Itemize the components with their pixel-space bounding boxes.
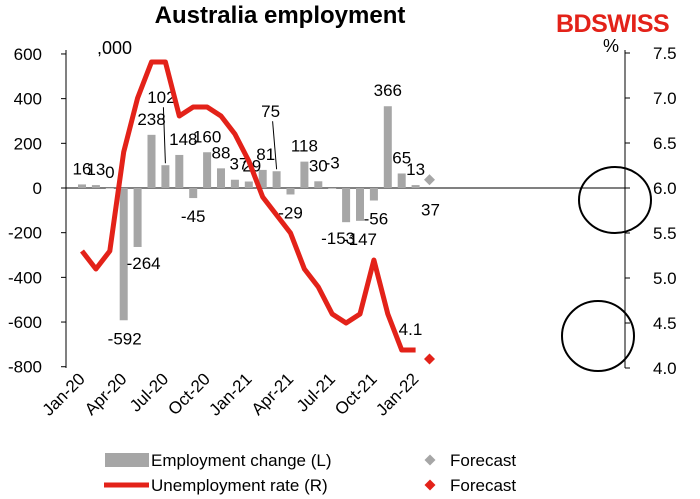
right-axis-tick-label: 4.5: [653, 314, 677, 333]
left-axis-tick-label: 200: [14, 134, 42, 153]
right-axis-unit: %: [603, 36, 620, 56]
legend-swatch-forecast-bar: [424, 454, 436, 466]
x-axis-tick-label: Apr-20: [81, 369, 131, 419]
label-leader-line: [162, 107, 166, 164]
left-axis-tick-label: -600: [8, 313, 42, 332]
employment-bar: [258, 169, 267, 188]
legend-swatch-employment: [105, 453, 149, 467]
right-axis-tick-label: 4.0: [653, 359, 677, 378]
employment-bar: [328, 188, 337, 189]
bar-data-label: -29: [278, 203, 303, 222]
bar-data-label: 16: [73, 159, 92, 178]
bar-data-label: -56: [364, 210, 389, 229]
x-axis-tick-label: Jan-21: [205, 369, 255, 419]
bar-data-label: 13: [86, 160, 105, 179]
bar-data-label: 0: [105, 163, 114, 182]
employment-bar: [342, 188, 351, 223]
employment-bar: [244, 181, 253, 188]
bar-data-label: 148: [169, 130, 197, 149]
x-axis-tick-label: Jul-20: [126, 369, 172, 415]
brand-logo: BDSWISS: [556, 10, 670, 38]
left-axis-tick-label: -800: [8, 358, 42, 377]
legend-label-forecast: Forecast: [450, 476, 516, 495]
employment-bar: [383, 106, 392, 188]
bar-data-label: 160: [193, 127, 221, 146]
employment-bar: [397, 173, 406, 188]
bar-data-label: 75: [261, 102, 280, 121]
employment-bar: [147, 134, 156, 188]
employment-bar: [161, 165, 170, 188]
employment-bar: [411, 185, 420, 188]
right-axis-tick-label: 5.5: [653, 224, 677, 243]
employment-bar: [203, 152, 212, 188]
right-axis-tick-label: 5.0: [653, 269, 677, 288]
bar-data-label: 102: [147, 88, 175, 107]
employment-bar: [175, 154, 184, 188]
left-axis-tick-label: 0: [33, 179, 42, 198]
left-axis-tick-label: -200: [8, 224, 42, 243]
legend-label-unemployment: Unemployment rate (R): [151, 476, 328, 495]
left-axis-tick-label: 400: [14, 90, 42, 109]
bar-data-label: 37: [229, 155, 248, 174]
employment-bar: [369, 188, 378, 201]
bar-data-label: 81: [256, 145, 275, 164]
employment-bar: [133, 188, 142, 247]
x-axis-tick-label: Oct-20: [164, 369, 214, 419]
x-axis-tick-label: Jan-20: [39, 369, 89, 419]
employment-bar: [272, 171, 281, 188]
forecast-unemployment-marker: [424, 353, 435, 365]
legend-label-forecast: Forecast: [450, 451, 516, 470]
right-axis-tick-label: 6.0: [653, 179, 677, 198]
employment-bar: [217, 168, 225, 188]
employment-bar: [314, 181, 323, 188]
bar-data-label: -3: [325, 154, 340, 173]
bar-data-label: -153: [321, 229, 355, 248]
employment-bar: [105, 188, 114, 189]
forecast-highlight-ellipse: [578, 166, 652, 234]
forecast-employment-label: 37: [421, 201, 440, 220]
employment-bar: [91, 185, 100, 188]
bar-data-label: -264: [127, 254, 161, 273]
right-axis-tick-label: 7.0: [653, 89, 677, 108]
label-leader-line: [272, 121, 278, 170]
forecast-highlight-ellipse: [561, 300, 635, 372]
left-axis-tick-label: -400: [8, 268, 42, 287]
bar-data-label: 65: [392, 148, 411, 167]
bar-data-label: -592: [108, 329, 142, 348]
chart-title: Australia employment: [154, 2, 406, 29]
bar-data-label: 238: [137, 110, 165, 129]
legend-label-employment: Employment change (L): [151, 451, 331, 470]
x-axis-tick-label: Jan-22: [372, 369, 422, 419]
x-axis-tick-label: Oct-21: [331, 369, 381, 419]
bar-data-label: -147: [343, 230, 377, 249]
employment-bar: [189, 188, 198, 199]
unemployment-rate-line: [80, 59, 416, 353]
employment-bar: [356, 188, 364, 221]
left-axis-unit: ,000: [97, 38, 133, 58]
bar-data-label: 118: [291, 137, 318, 156]
employment-bar: [286, 188, 295, 195]
bar-data-label: 30: [309, 156, 328, 175]
x-axis-tick-label: Apr-21: [248, 369, 298, 419]
x-axis-tick-label: Jul-21: [293, 369, 339, 415]
employment-bar: [78, 184, 86, 188]
bar-data-label: -45: [181, 207, 206, 226]
forecast-employment-marker: [424, 174, 435, 186]
right-axis-tick-label: 7.5: [653, 44, 677, 63]
employment-bar: [119, 188, 128, 321]
bar-data-label: 13: [406, 160, 425, 179]
bar-data-label: 88: [212, 143, 231, 162]
right-axis-tick-label: 6.5: [653, 134, 677, 153]
employment-bar: [300, 161, 309, 188]
employment-bar: [230, 179, 239, 188]
bar-data-label: 366: [374, 81, 402, 100]
legend-swatch-forecast-line: [424, 479, 436, 491]
left-axis-tick-label: 600: [14, 45, 42, 64]
forecast-unemployment-label: 4.1: [399, 320, 423, 339]
